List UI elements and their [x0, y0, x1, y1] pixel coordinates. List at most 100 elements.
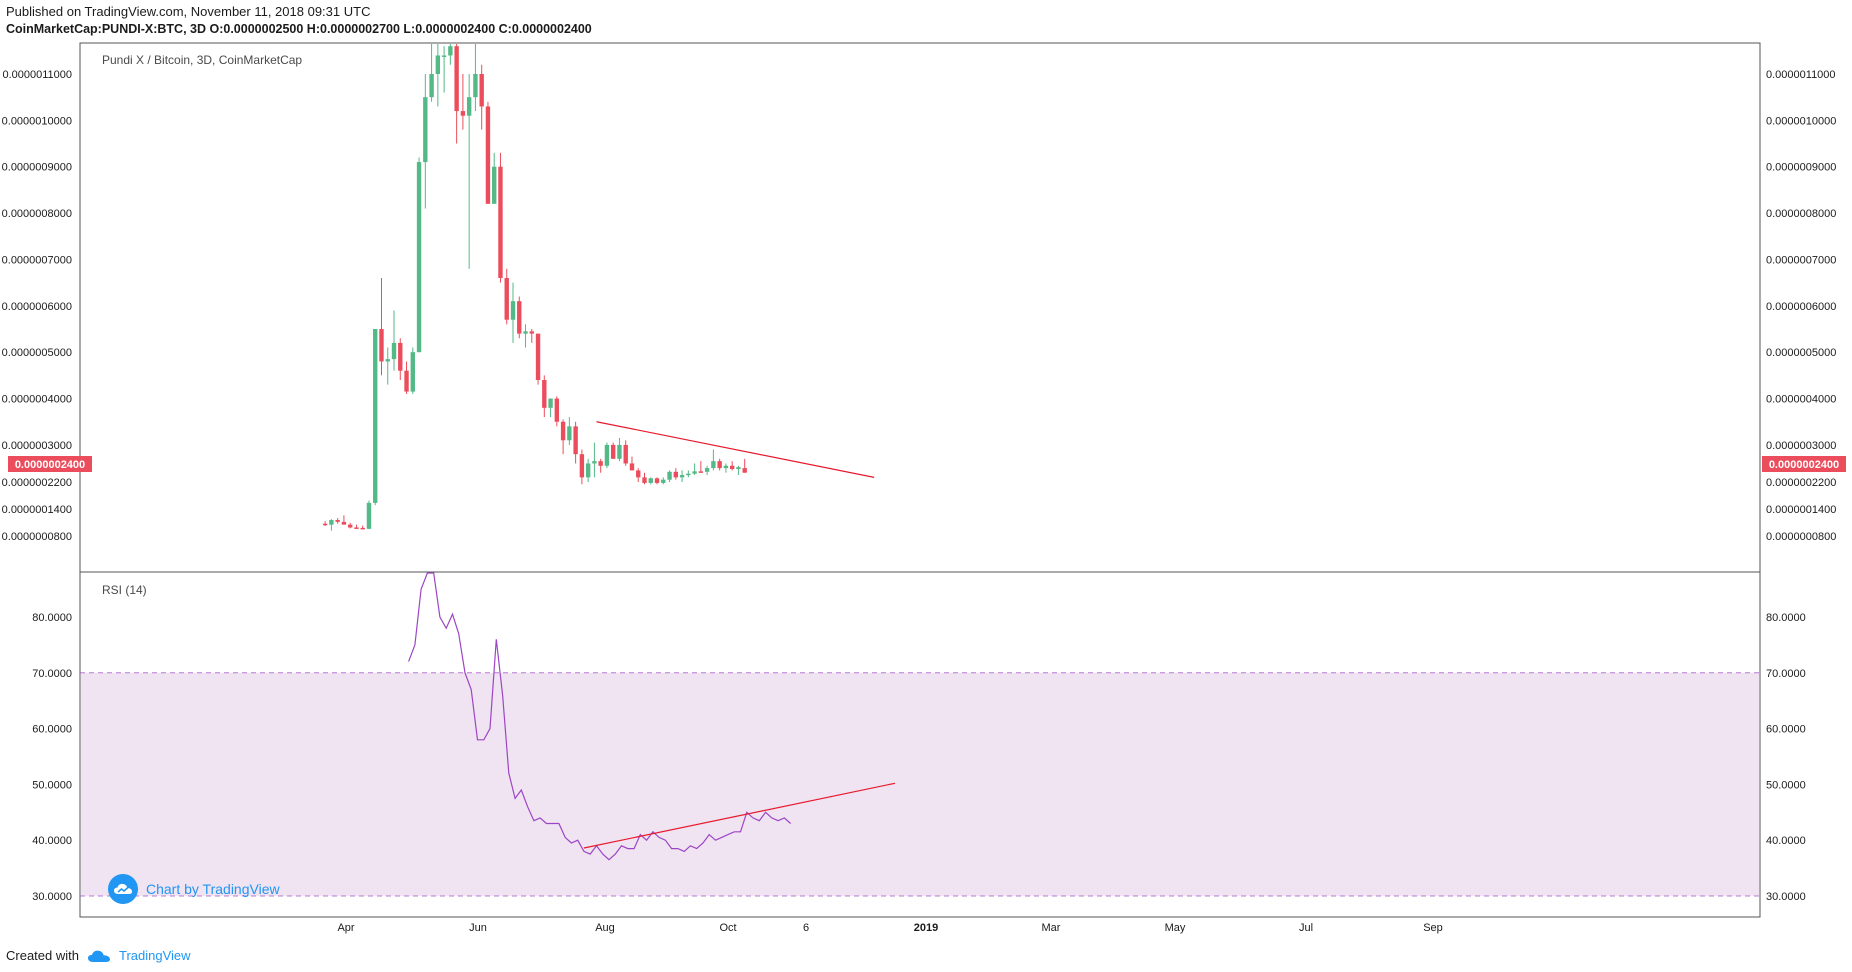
price-axis-left-label: 0.0000006000 — [2, 301, 72, 313]
candle-body — [554, 398, 560, 422]
candle-body — [485, 106, 491, 204]
candle-body — [585, 463, 591, 478]
candle-body — [341, 521, 347, 525]
candle-body — [379, 329, 384, 362]
price-axis-right-label: 0.0000007000 — [1766, 254, 1836, 266]
price-pane-title: Pundi X / Bitcoin, 3D, CoinMarketCap — [102, 53, 302, 67]
rsi-axis-right-label: 60.0000 — [1766, 724, 1806, 736]
rsi-axis-right-label: 70.0000 — [1766, 668, 1806, 680]
candle-body — [517, 301, 522, 334]
candle-body — [535, 333, 541, 380]
candle-body — [573, 426, 578, 455]
watermark-text: Chart by TradingView — [146, 881, 280, 897]
rsi-axis-left-label: 70.0000 — [32, 668, 72, 680]
candle-body — [642, 477, 647, 483]
candle-body — [542, 380, 547, 408]
tradingview-brand[interactable]: TradingView — [118, 948, 191, 963]
rsi-axis-right-label: 50.0000 — [1766, 779, 1806, 791]
candle-body — [661, 479, 666, 483]
price-axis-left-label: 0.0000004000 — [2, 394, 72, 406]
candle-body — [366, 502, 372, 529]
candle-body — [610, 444, 616, 459]
price-axis-left-label: 0.0000009000 — [2, 162, 72, 174]
candle-body — [416, 162, 422, 353]
candle-body — [360, 527, 365, 530]
candle-body — [460, 111, 466, 116]
candle-body — [466, 97, 472, 116]
candle-body — [704, 468, 710, 472]
candle-body — [435, 55, 441, 74]
price-axis-right-label: 0.0000002200 — [1766, 477, 1836, 489]
candle-body — [560, 421, 566, 441]
time-axis-label: May — [1165, 922, 1186, 934]
chart-frame — [79, 42, 1761, 918]
time-axis-label: Jul — [1299, 922, 1313, 934]
price-axis-right-label: 0.0000006000 — [1766, 301, 1836, 313]
tradingview-watermark[interactable]: Chart by TradingView — [108, 874, 280, 904]
price-badge-left-text: 0.0000002400 — [15, 459, 85, 471]
rsi-axis-right-label: 30.0000 — [1766, 891, 1806, 903]
candle-body — [579, 454, 585, 478]
candle-body — [667, 471, 672, 480]
rsi-pane-title: RSI (14) — [102, 583, 147, 597]
candle-body — [617, 444, 622, 459]
rsi-axis-left-label: 30.0000 — [32, 891, 72, 903]
price-axis-left-label: 0.0000002200 — [2, 477, 72, 489]
candle-body — [510, 301, 516, 320]
price-axis-right-label: 0.0000001400 — [1766, 504, 1836, 516]
price-axis-right-label: 0.0000005000 — [1766, 347, 1836, 359]
candle-body — [548, 398, 553, 408]
candle-body — [729, 465, 735, 470]
candle-body — [598, 461, 603, 466]
price-trendline — [596, 421, 875, 478]
candle-body — [567, 426, 572, 441]
rsi-axis-left-label: 40.0000 — [32, 835, 72, 847]
price-badge-right — [1762, 456, 1846, 472]
tradingview-logo-icon — [87, 950, 110, 962]
candle-body — [373, 329, 378, 503]
candle-body — [454, 46, 459, 112]
candle-body — [592, 461, 597, 464]
candle-body — [673, 471, 679, 478]
price-axis-right-label: 0.0000000800 — [1766, 531, 1836, 543]
candle-body — [448, 46, 453, 56]
time-axis-label: 6 — [803, 922, 809, 934]
time-axis-label: Apr — [337, 922, 354, 934]
price-axis-left-label: 0.0000007000 — [2, 254, 72, 266]
time-axis-label: Sep — [1423, 922, 1443, 934]
price-axis-right-label: 0.0000009000 — [1766, 162, 1836, 174]
candle-body — [686, 473, 691, 476]
footer: Created with TradingView — [6, 948, 191, 963]
price-axis-left-label: 0.0000005000 — [2, 347, 72, 359]
candle-body — [636, 470, 641, 478]
published-line: Published on TradingView.com, November 1… — [6, 4, 371, 19]
price-axis-right-label: 0.0000004000 — [1766, 394, 1836, 406]
candle-body — [322, 523, 328, 526]
candle-body — [404, 370, 409, 392]
time-axis-label: Mar — [1042, 922, 1061, 934]
price-axis-left-label: 0.0000000800 — [2, 531, 72, 543]
candle-body — [648, 478, 653, 483]
candle-body — [698, 471, 704, 473]
rsi-axis-right-label: 40.0000 — [1766, 835, 1806, 847]
time-axis-label: Aug — [595, 922, 615, 934]
time-axis-label: Jun — [469, 922, 487, 934]
price-axis-right-label: 0.0000008000 — [1766, 208, 1836, 220]
candle-body — [604, 444, 610, 466]
candle-body — [529, 331, 534, 334]
price-axis-left-label: 0.0000010000 — [2, 115, 72, 127]
candle-body — [347, 524, 353, 528]
candle-body — [492, 166, 497, 204]
candle-body — [441, 55, 447, 57]
rsi-line — [408, 572, 792, 861]
candle-body — [736, 467, 741, 470]
candle-body — [723, 465, 729, 469]
candle-body — [479, 74, 484, 107]
time-axis-label: Oct — [719, 922, 736, 934]
symbol-label: CoinMarketCap:PUNDI-X:BTC, 3D — [6, 22, 207, 36]
rsi-band — [81, 672, 1759, 896]
candle-body — [391, 342, 397, 360]
symbol-line: CoinMarketCap:PUNDI-X:BTC, 3D O:0.000000… — [6, 22, 592, 36]
candle-body — [504, 278, 509, 320]
